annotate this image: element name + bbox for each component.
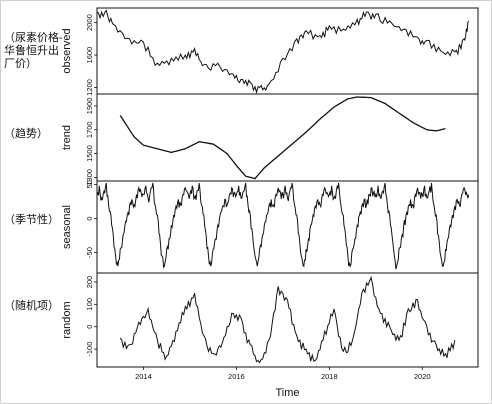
y-tick-label-trend-0: 1300 bbox=[85, 169, 94, 186]
series-line-trend bbox=[119, 96, 446, 180]
side-label-seasonal: （季节性） bbox=[4, 214, 59, 226]
y-tick-label-trend-1: 1500 bbox=[85, 145, 94, 162]
y-tick-label-seasonal-1: 0 bbox=[85, 216, 94, 220]
panel-box-trend bbox=[96, 93, 479, 182]
side-label-observed: （尿素价格- 华鲁恒升出 厂价） bbox=[4, 32, 63, 70]
panel-box-observed bbox=[96, 7, 479, 95]
y-tick-label-trend-3: 1900 bbox=[85, 98, 94, 115]
x-axis-title: Time bbox=[275, 387, 299, 399]
y-tick-label-observed-2: 2000 bbox=[85, 14, 94, 31]
series-line-random bbox=[119, 275, 456, 364]
x-tick-label-0: 2014 bbox=[135, 372, 152, 381]
axis-title-trend: trend bbox=[61, 125, 73, 150]
y-tick-label-observed-1: 1600 bbox=[85, 47, 94, 64]
y-tick-label-trend-2: 1700 bbox=[85, 121, 94, 138]
series-line-seasonal bbox=[96, 182, 470, 270]
y-tick-label-random-2: 100 bbox=[85, 298, 94, 311]
series-line-observed bbox=[96, 9, 470, 95]
x-tick-label-2: 2018 bbox=[321, 372, 338, 381]
axis-title-random: random bbox=[61, 301, 73, 338]
y-tick-label-random-0: -100 bbox=[85, 342, 94, 357]
y-tick-label-random-3: 200 bbox=[85, 276, 94, 289]
x-tick-label-1: 2016 bbox=[228, 372, 245, 381]
side-label-random: （随机项） bbox=[4, 300, 59, 312]
x-tick-label-3: 2020 bbox=[414, 372, 431, 381]
axis-title-observed: observed bbox=[61, 28, 73, 73]
side-label-trend: （趋势） bbox=[4, 128, 48, 140]
axis-title-seasonal: seasonal bbox=[61, 205, 73, 249]
y-tick-label-seasonal-0: -50 bbox=[85, 247, 94, 258]
panel-box-random bbox=[96, 272, 479, 368]
y-tick-label-observed-0: 1200 bbox=[85, 79, 94, 96]
y-tick-label-random-1: 0 bbox=[85, 325, 94, 329]
y-tick-label-seasonal-2: 50 bbox=[85, 180, 94, 188]
